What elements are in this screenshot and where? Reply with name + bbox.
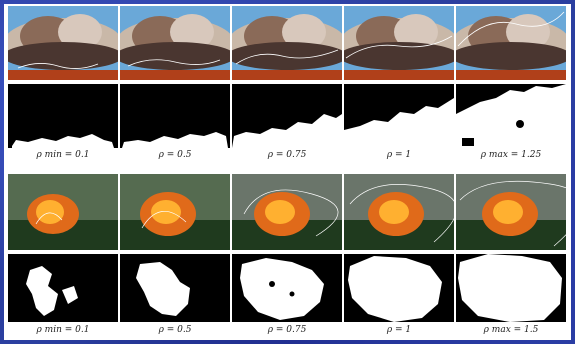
caption-fire-rho-0.1: ρ min = 0.1 bbox=[36, 325, 90, 335]
fire-photo-rho-0.5 bbox=[120, 174, 230, 250]
smoke-mask-rho-0.75 bbox=[232, 84, 342, 148]
smoke-photo-rho-0.75 bbox=[232, 6, 342, 80]
smoke-mask-rho-0.5 bbox=[120, 84, 230, 148]
caption-smoke-rho-0.75: ρ = 0.75 bbox=[267, 150, 307, 160]
fire-mask-rho-0.1 bbox=[8, 254, 118, 322]
fire-mask-rho-0.75 bbox=[232, 254, 342, 322]
fire-photo-rho-0.75 bbox=[232, 174, 342, 250]
smoke-photo-rho-0.5 bbox=[120, 6, 230, 80]
fire-mask-rho-1.5 bbox=[456, 254, 566, 322]
smoke-mask-rho-1 bbox=[344, 84, 454, 148]
smoke-mask-rho-1.25 bbox=[456, 84, 566, 148]
caption-fire-rho-1: ρ = 1 bbox=[386, 325, 412, 335]
caption-fire-rho-1.5: ρ max = 1.5 bbox=[483, 325, 539, 335]
caption-smoke-rho-0.1: ρ min = 0.1 bbox=[36, 150, 90, 160]
figure-panel: ρ min = 0.1 ρ = 0.5 ρ = 0.75 ρ = 1 ρ max… bbox=[4, 4, 571, 340]
fire-photo-rho-1 bbox=[344, 174, 454, 250]
smoke-photo-rho-0.1 bbox=[8, 6, 118, 80]
caption-smoke-rho-1.25: ρ max = 1.25 bbox=[480, 150, 542, 160]
caption-fire-rho-0.5: ρ = 0.5 bbox=[158, 325, 192, 335]
smoke-photo-rho-1 bbox=[344, 6, 454, 80]
caption-smoke-rho-0.5: ρ = 0.5 bbox=[158, 150, 192, 160]
fire-photo-rho-0.1 bbox=[8, 174, 118, 250]
fire-mask-rho-0.5 bbox=[120, 254, 230, 322]
fire-mask-rho-1 bbox=[344, 254, 454, 322]
caption-smoke-rho-1: ρ = 1 bbox=[386, 150, 412, 160]
smoke-mask-rho-0.1 bbox=[8, 84, 118, 148]
smoke-photo-rho-1.25 bbox=[456, 6, 566, 80]
caption-fire-rho-0.75: ρ = 0.75 bbox=[267, 325, 307, 335]
fire-photo-rho-1.5 bbox=[456, 174, 566, 250]
